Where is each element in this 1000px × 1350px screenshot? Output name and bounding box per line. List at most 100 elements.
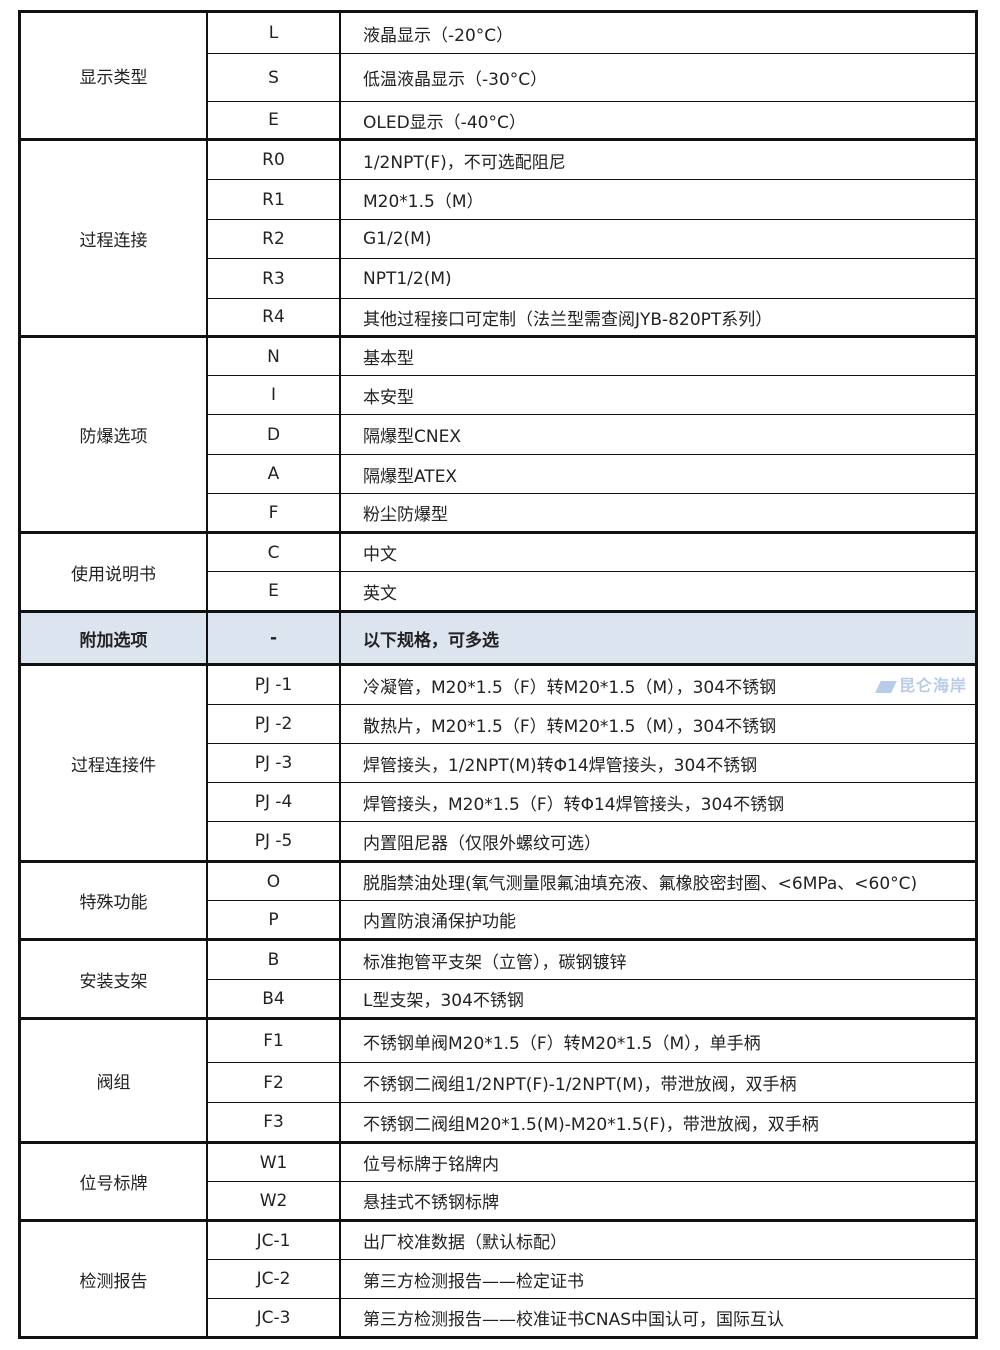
category-cell: 特殊功能 bbox=[19, 860, 208, 940]
description-cell: 第三方检测报告——校准证书CNAS中国认可，国际互认 bbox=[339, 1298, 977, 1338]
code-cell: B4 bbox=[206, 979, 341, 1019]
description-cell: 焊管接头，1/2NPT(M)转Φ14焊管接头，304不锈钢 bbox=[339, 743, 977, 783]
table-row: 特殊功能 O 脱脂禁油处理(氧气测量限氟油填充液、氟橡胶密封圈、<6MPa、<60°… bbox=[19, 860, 977, 940]
category-cell: 过程连接 bbox=[19, 138, 208, 337]
watermark-text: 昆仑海岸 bbox=[899, 676, 968, 695]
description-cell: 焊管接头，M20*1.5（F）转Φ14焊管接头，304不锈钢 bbox=[339, 782, 977, 822]
description-cell: L型支架，304不锈钢 bbox=[339, 979, 977, 1019]
description-cell: NPT1/2(M) bbox=[339, 258, 977, 299]
code-cell: B bbox=[206, 938, 341, 980]
description-cell: OLED显示（-40°C） bbox=[339, 101, 977, 140]
code-cell: S bbox=[206, 53, 341, 102]
description-cell: 其他过程接口可定制（法兰型需查阅JYB-820PT系列） bbox=[339, 298, 977, 337]
spec-options-table: 显示类型 L 液晶显示（-20°C） S 低温液晶显示（-30°C） E OLED显示（-4… bbox=[18, 10, 978, 1339]
code-cell: PJ -4 bbox=[206, 782, 341, 822]
description-cell: 第三方检测报告——检定证书 bbox=[339, 1259, 977, 1299]
table-row: PJ -4 焊管接头，M20*1.5（F）转Φ14焊管接头，304不锈钢 bbox=[20, 782, 977, 822]
description-cell: 不锈钢二阀组M20*1.5(M)-M20*1.5(F)，带泄放阀，双手柄 bbox=[339, 1102, 977, 1143]
table-row: 过程连接 R0 1/2NPT(F)，不可选配阻尼 bbox=[19, 138, 977, 337]
code-cell: JC-1 bbox=[206, 1219, 341, 1260]
description-cell: M20*1.5（M） bbox=[339, 179, 977, 220]
code-cell: PJ -3 bbox=[206, 743, 341, 783]
table-row: W2 悬挂式不锈钢标牌 bbox=[20, 1181, 977, 1221]
description-cell: 悬挂式不锈钢标牌 bbox=[339, 1181, 977, 1221]
code-cell: O bbox=[206, 860, 341, 901]
code-cell: JC-2 bbox=[206, 1259, 341, 1299]
table-row: 过程连接件 PJ -1 冷凝管，M20*1.5（F）转M20*1.5（M），304不… bbox=[19, 663, 977, 862]
code-cell: E bbox=[206, 101, 341, 140]
category-cell: 阀组 bbox=[19, 1017, 208, 1143]
description-cell: 散热片，M20*1.5（F）转M20*1.5（M），304不锈钢 bbox=[339, 704, 977, 744]
description-cell: 粉尘防爆型 bbox=[339, 493, 977, 533]
code-cell: - bbox=[206, 610, 341, 666]
code-cell: JC-3 bbox=[206, 1298, 341, 1338]
description-cell: 不锈钢二阀组1/2NPT(F)-1/2NPT(M)，带泄放阀，双手柄 bbox=[339, 1062, 977, 1103]
table-row: 防爆选项 N 基本型 bbox=[19, 335, 977, 533]
table-row: 阀组 F1 不锈钢单阀M20*1.5（F）转M20*1.5（M），单手柄 bbox=[19, 1017, 977, 1143]
description-cell: 低温液晶显示（-30°C） bbox=[339, 53, 977, 102]
description-cell: 不锈钢单阀M20*1.5（F）转M20*1.5（M），单手柄 bbox=[339, 1017, 977, 1063]
description-cell: 出厂校准数据（默认标配） bbox=[339, 1219, 977, 1260]
category-cell: 检测报告 bbox=[19, 1219, 208, 1338]
code-cell: W2 bbox=[206, 1181, 341, 1221]
watermark-logo: 昆仑海岸 bbox=[875, 672, 968, 696]
code-cell: R4 bbox=[206, 298, 341, 337]
code-cell: R2 bbox=[206, 219, 341, 259]
description-cell: 液晶显示（-20°C） bbox=[339, 10, 977, 54]
table-row: E OLED显示（-40°C） bbox=[20, 101, 977, 140]
description-cell: 英文 bbox=[339, 571, 977, 612]
category-cell: 防爆选项 bbox=[19, 335, 208, 533]
description-cell: 标准抱管平支架（立管），碳钢镀锌 bbox=[339, 938, 977, 980]
description-cell: 以下规格，可多选 bbox=[339, 610, 977, 666]
code-cell: PJ -2 bbox=[206, 704, 341, 744]
code-cell: I bbox=[206, 375, 341, 415]
table-row: JC-2 第三方检测报告——检定证书 bbox=[20, 1259, 977, 1299]
code-cell: W1 bbox=[206, 1141, 341, 1182]
code-cell: E bbox=[206, 571, 341, 612]
description-cell: 中文 bbox=[339, 531, 977, 572]
category-cell: 附加选项 bbox=[19, 610, 208, 666]
table-row: JC-3 第三方检测报告——校准证书CNAS中国认可，国际互认 bbox=[20, 1298, 977, 1338]
table-row: E 英文 bbox=[20, 571, 977, 612]
category-cell: 显示类型 bbox=[19, 10, 208, 140]
category-cell: 过程连接件 bbox=[19, 663, 208, 862]
category-cell: 安装支架 bbox=[19, 938, 208, 1019]
code-cell: D bbox=[206, 414, 341, 455]
table-row: F2 不锈钢二阀组1/2NPT(F)-1/2NPT(M)，带泄放阀，双手柄 bbox=[20, 1062, 977, 1103]
table-row: A 隔爆型ATEX bbox=[20, 454, 977, 494]
code-cell: N bbox=[206, 335, 341, 376]
table-row: 检测报告 JC-1 出厂校准数据（默认标配） bbox=[19, 1219, 977, 1338]
table-row: PJ -2 散热片，M20*1.5（F）转M20*1.5（M），304不锈钢 bbox=[20, 704, 977, 744]
description-cell: 内置防浪涌保护功能 bbox=[339, 900, 977, 940]
table-row: 使用说明书 C 中文 bbox=[19, 531, 977, 612]
table-row: B4 L型支架，304不锈钢 bbox=[20, 979, 977, 1019]
description-cell: 冷凝管，M20*1.5（F）转M20*1.5（M），304不锈钢 bbox=[339, 663, 977, 705]
table-row: R1 M20*1.5（M） bbox=[20, 179, 977, 220]
code-cell: PJ -5 bbox=[206, 821, 341, 862]
code-cell: C bbox=[206, 531, 341, 572]
table-row: PJ -5 内置阻尼器（仅限外螺纹可选） bbox=[20, 821, 977, 862]
code-cell: R1 bbox=[206, 179, 341, 220]
table-row: 安装支架 B 标准抱管平支架（立管），碳钢镀锌 bbox=[19, 938, 977, 1019]
header-row: 附加选项 - 以下规格，可多选 bbox=[19, 610, 977, 666]
description-cell: G1/2(M) bbox=[339, 219, 977, 259]
code-cell: P bbox=[206, 900, 341, 940]
table-row: 位号标牌 W1 位号标牌于铭牌内 bbox=[19, 1141, 977, 1221]
table-row: P 内置防浪涌保护功能 bbox=[20, 900, 977, 940]
code-cell: L bbox=[206, 10, 341, 54]
code-cell: R3 bbox=[206, 258, 341, 299]
description-cell: 脱脂禁油处理(氧气测量限氟油填充液、氟橡胶密封圈、<6MPa、<60°C) bbox=[339, 860, 977, 901]
description-cell: 隔爆型ATEX bbox=[339, 454, 977, 494]
description-cell: 本安型 bbox=[339, 375, 977, 415]
code-cell: R0 bbox=[206, 138, 341, 180]
code-cell: PJ -1 bbox=[206, 663, 341, 705]
description-cell: 1/2NPT(F)，不可选配阻尼 bbox=[339, 138, 977, 180]
code-cell: F1 bbox=[206, 1017, 341, 1063]
table-row: R2 G1/2(M) bbox=[20, 219, 977, 259]
description-cell: 位号标牌于铭牌内 bbox=[339, 1141, 977, 1182]
table-row: PJ -3 焊管接头，1/2NPT(M)转Φ14焊管接头，304不锈钢 bbox=[20, 743, 977, 783]
code-cell: F3 bbox=[206, 1102, 341, 1143]
description-cell: 内置阻尼器（仅限外螺纹可选） bbox=[339, 821, 977, 862]
code-cell: A bbox=[206, 454, 341, 494]
logo-mark-icon bbox=[875, 680, 897, 693]
